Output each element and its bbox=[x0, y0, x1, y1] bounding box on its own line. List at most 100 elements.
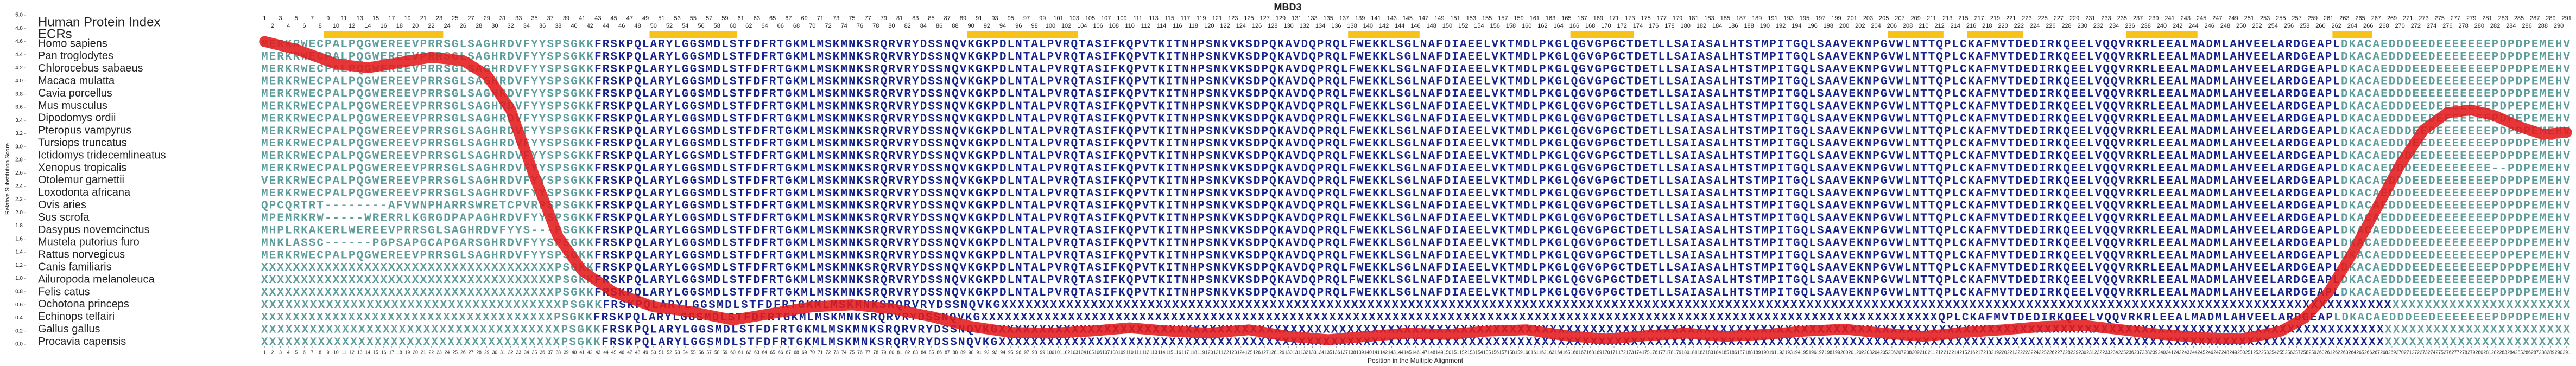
x-tick-label: 187 bbox=[1737, 349, 1745, 355]
x-tick-label: 239 bbox=[2150, 349, 2157, 355]
x-tick-label: 99 bbox=[1040, 349, 1046, 355]
index-number: 129 bbox=[1276, 15, 1286, 22]
x-tick-label: 229 bbox=[2071, 349, 2078, 355]
index-number: 268 bbox=[2379, 23, 2389, 29]
index-number: 73 bbox=[833, 15, 839, 22]
index-number: 262 bbox=[2331, 23, 2341, 29]
y-tick-label: 4.2 bbox=[15, 65, 23, 71]
x-tick-label: 172 bbox=[1618, 349, 1626, 355]
index-number: 263 bbox=[2339, 15, 2349, 22]
x-tick-label: 278 bbox=[2460, 349, 2467, 355]
index-number: 278 bbox=[2458, 23, 2468, 29]
x-tick-label: 17 bbox=[389, 349, 395, 355]
x-tick-label: 268 bbox=[2380, 349, 2388, 355]
index-number: 162 bbox=[1537, 23, 1547, 29]
sequence: MNKLASSC------PGPSAPGCAPGARSGHRDVFYYSPSG… bbox=[261, 237, 2570, 249]
index-number: 33 bbox=[515, 15, 522, 22]
index-number: 190 bbox=[1760, 23, 1770, 29]
x-tick-label: 202 bbox=[1856, 349, 1864, 355]
x-tick-label: 151 bbox=[1452, 349, 1459, 355]
index-number: 75 bbox=[849, 15, 855, 22]
index-number: 69 bbox=[801, 15, 807, 22]
x-tick-label: 280 bbox=[2476, 349, 2483, 355]
index-number: 25 bbox=[452, 15, 458, 22]
x-tick-label: 171 bbox=[1610, 349, 1618, 355]
x-tick-label: 274 bbox=[2428, 349, 2435, 355]
index-number: 68 bbox=[793, 23, 800, 29]
index-number: 139 bbox=[1355, 15, 1365, 22]
x-tick-label: 249 bbox=[2229, 349, 2237, 355]
x-tick-label: 92 bbox=[984, 349, 990, 355]
index-number: 5 bbox=[295, 15, 298, 22]
sequence: MERKRWECPALPQGWEREEVPRRSGLSAGHRDVFYYSPSG… bbox=[261, 249, 2570, 262]
index-number: 254 bbox=[2268, 23, 2277, 29]
x-tick-label: 219 bbox=[1991, 349, 1999, 355]
x-tick-label: 12 bbox=[349, 349, 355, 355]
index-number: 183 bbox=[1704, 15, 1714, 22]
index-number: 39 bbox=[563, 15, 569, 22]
x-tick-label: 67 bbox=[786, 349, 792, 355]
index-number: 203 bbox=[1863, 15, 1873, 22]
x-tick-label: 152 bbox=[1459, 349, 1467, 355]
x-tick-label: 203 bbox=[1864, 349, 1872, 355]
species-name: Ochotona princeps bbox=[38, 298, 129, 310]
x-tick-label: 265 bbox=[2356, 349, 2364, 355]
x-tick-label: 281 bbox=[2483, 349, 2491, 355]
x-tick-label: 80 bbox=[889, 349, 895, 355]
x-tick-label: 242 bbox=[2174, 349, 2181, 355]
x-tick-label: 82 bbox=[905, 349, 910, 355]
species-name: Rattus norvegicus bbox=[38, 249, 125, 261]
x-tick-label: 237 bbox=[2134, 349, 2142, 355]
index-number: 191 bbox=[1768, 15, 1777, 22]
index-number: 226 bbox=[2046, 23, 2055, 29]
index-number: 45 bbox=[611, 15, 617, 22]
index-number: 53 bbox=[674, 15, 681, 22]
x-tick-label: 141 bbox=[1372, 349, 1379, 355]
index-number: 103 bbox=[1069, 15, 1079, 22]
index-number: 2 bbox=[271, 23, 274, 29]
sequence: VERKRWECPALPQGWEREEVPRRSGLSAGHRDVFYYSPSG… bbox=[261, 175, 2570, 187]
x-tick-label: 21 bbox=[421, 349, 426, 355]
index-number: 142 bbox=[1379, 23, 1389, 29]
x-tick-label: 267 bbox=[2372, 349, 2380, 355]
index-number: 143 bbox=[1387, 15, 1396, 22]
x-tick-label: 127 bbox=[1261, 349, 1269, 355]
x-tick-label: 259 bbox=[2309, 349, 2316, 355]
x-tick-label: 168 bbox=[1586, 349, 1594, 355]
index-number: 252 bbox=[2252, 23, 2262, 29]
x-tick-label: 260 bbox=[2316, 349, 2324, 355]
ecr-bar bbox=[967, 31, 1079, 38]
index-number: 98 bbox=[1031, 23, 1038, 29]
species-name: Canis familiaris bbox=[38, 261, 112, 273]
x-tick-label: 70 bbox=[809, 349, 815, 355]
index-number: 87 bbox=[944, 15, 951, 22]
index-number: 86 bbox=[936, 23, 942, 29]
x-tick-label: 69 bbox=[802, 349, 807, 355]
index-number: 104 bbox=[1077, 23, 1087, 29]
x-tick-label: 52 bbox=[667, 349, 672, 355]
x-tick-label: 116 bbox=[1174, 349, 1181, 355]
x-tick-label: 175 bbox=[1642, 349, 1649, 355]
x-tick-label: 56 bbox=[699, 349, 704, 355]
x-tick-label: 1 bbox=[263, 349, 266, 355]
index-number: 22 bbox=[428, 23, 434, 29]
index-number: 134 bbox=[1315, 23, 1325, 29]
x-tick-label: 210 bbox=[1920, 349, 1927, 355]
x-tick-label: 231 bbox=[2086, 349, 2094, 355]
index-number: 82 bbox=[904, 23, 911, 29]
x-tick-label: 71 bbox=[818, 349, 823, 355]
index-number: 241 bbox=[2164, 15, 2174, 22]
index-number: 131 bbox=[1292, 15, 1301, 22]
index-number: 121 bbox=[1212, 15, 1222, 22]
index-number: 157 bbox=[1498, 15, 1508, 22]
index-number: 202 bbox=[1855, 23, 1865, 29]
index-number: 32 bbox=[507, 23, 514, 29]
index-number: 182 bbox=[1697, 23, 1706, 29]
species-name: Procavia capensis bbox=[38, 336, 126, 348]
y-tick-label: 0.0 bbox=[15, 342, 23, 348]
index-number: 72 bbox=[825, 23, 831, 29]
index-number: 219 bbox=[1990, 15, 2000, 22]
x-tick-label: 72 bbox=[826, 349, 831, 355]
index-number: 4 bbox=[287, 23, 290, 29]
ecr-bar bbox=[1967, 31, 2023, 38]
